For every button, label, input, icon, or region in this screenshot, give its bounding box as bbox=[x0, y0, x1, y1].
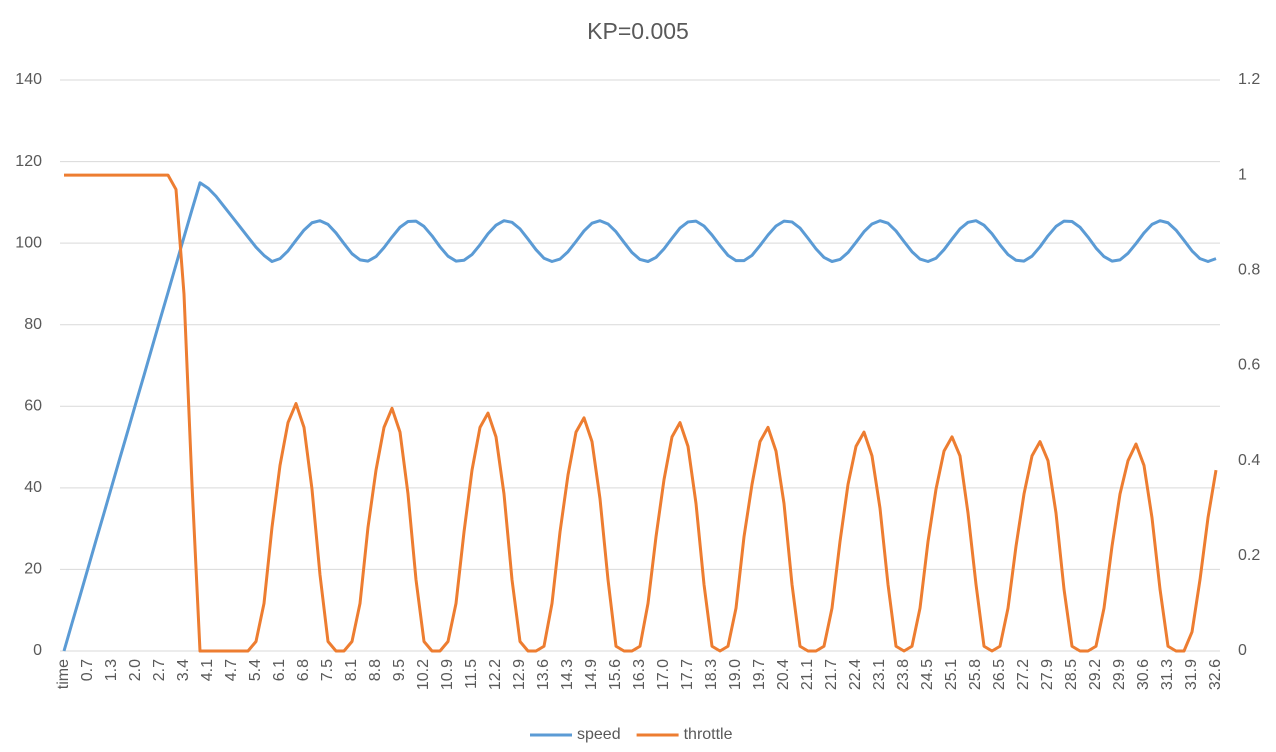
x-tick-label: 16.3 bbox=[631, 659, 648, 690]
y2-tick-label: 1 bbox=[1238, 166, 1247, 183]
x-tick-label: 13.6 bbox=[535, 659, 552, 690]
y2-tick-label: 1.2 bbox=[1238, 71, 1260, 88]
x-tick-label: 24.5 bbox=[919, 659, 936, 690]
x-tick-label: 26.5 bbox=[991, 659, 1008, 690]
y2-tick-label: 0.6 bbox=[1238, 357, 1260, 374]
x-tick-label: 21.1 bbox=[799, 659, 816, 690]
x-tick-label: time bbox=[55, 659, 72, 689]
x-tick-label: 8.1 bbox=[343, 659, 360, 681]
x-tick-label: 17.0 bbox=[655, 659, 672, 690]
y-tick-label: 80 bbox=[24, 316, 42, 333]
x-tick-label: 31.9 bbox=[1183, 659, 1200, 690]
x-tick-label: 12.9 bbox=[511, 659, 528, 690]
x-tick-label: 0.7 bbox=[79, 659, 96, 681]
x-tick-label: 25.8 bbox=[967, 659, 984, 690]
x-tick-label: 23.8 bbox=[895, 659, 912, 690]
x-tick-label: 25.1 bbox=[943, 659, 960, 690]
x-tick-label: 28.5 bbox=[1063, 659, 1080, 690]
x-tick-label: 2.0 bbox=[127, 659, 144, 681]
x-tick-label: 2.7 bbox=[151, 659, 168, 681]
x-tick-label: 29.2 bbox=[1087, 659, 1104, 690]
y-tick-label: 0 bbox=[33, 642, 42, 659]
y2-tick-label: 0.4 bbox=[1238, 452, 1260, 469]
x-tick-label: 19.0 bbox=[727, 659, 744, 690]
x-tick-label: 4.1 bbox=[199, 659, 216, 681]
x-tick-label: 11.5 bbox=[463, 659, 480, 689]
y2-tick-label: 0.8 bbox=[1238, 262, 1260, 279]
x-tick-label: 12.2 bbox=[487, 659, 504, 690]
x-tick-label: 15.6 bbox=[607, 659, 624, 690]
series-line bbox=[62, 181, 1217, 652]
x-tick-label: 23.1 bbox=[871, 659, 888, 690]
x-tick-label: 27.9 bbox=[1039, 659, 1056, 690]
x-tick-label: 19.7 bbox=[751, 659, 768, 690]
x-tick-label: 7.5 bbox=[319, 659, 336, 681]
x-tick-label: 21.7 bbox=[823, 659, 840, 690]
x-tick-label: 14.3 bbox=[559, 659, 576, 690]
x-tick-label: 3.4 bbox=[175, 659, 192, 681]
legend-label: speed bbox=[577, 726, 621, 743]
x-tick-label: 6.8 bbox=[295, 659, 312, 681]
y-tick-label: 140 bbox=[15, 71, 42, 88]
series-line bbox=[64, 173, 1218, 653]
x-tick-label: 22.4 bbox=[847, 659, 864, 690]
x-tick-label: 20.4 bbox=[775, 659, 792, 690]
x-tick-label: 14.9 bbox=[583, 659, 600, 690]
x-tick-label: 10.9 bbox=[439, 659, 456, 690]
y-tick-label: 120 bbox=[15, 153, 42, 170]
x-tick-label: 1.3 bbox=[103, 659, 120, 681]
x-tick-label: 5.4 bbox=[247, 659, 264, 681]
x-tick-label: 6.1 bbox=[271, 659, 288, 681]
legend-label: throttle bbox=[684, 726, 733, 743]
y2-tick-label: 0.2 bbox=[1238, 547, 1260, 564]
y-tick-label: 20 bbox=[24, 561, 42, 578]
y-tick-label: 60 bbox=[24, 398, 42, 415]
x-tick-label: 31.3 bbox=[1159, 659, 1176, 690]
x-tick-label: 8.8 bbox=[367, 659, 384, 681]
x-tick-label: 18.3 bbox=[703, 659, 720, 690]
x-tick-label: 4.7 bbox=[223, 659, 240, 681]
x-tick-label: 32.6 bbox=[1207, 659, 1224, 690]
x-tick-label: 30.6 bbox=[1135, 659, 1152, 690]
x-tick-label: 17.7 bbox=[679, 659, 696, 690]
y2-tick-label: 0 bbox=[1238, 642, 1247, 659]
x-tick-label: 10.2 bbox=[415, 659, 432, 690]
chart-title: KP=0.005 bbox=[587, 18, 689, 44]
x-tick-label: 27.2 bbox=[1015, 659, 1032, 690]
y-tick-label: 40 bbox=[24, 479, 42, 496]
x-tick-label: 29.9 bbox=[1111, 659, 1128, 690]
y-tick-label: 100 bbox=[15, 234, 42, 251]
x-tick-label: 9.5 bbox=[391, 659, 408, 681]
